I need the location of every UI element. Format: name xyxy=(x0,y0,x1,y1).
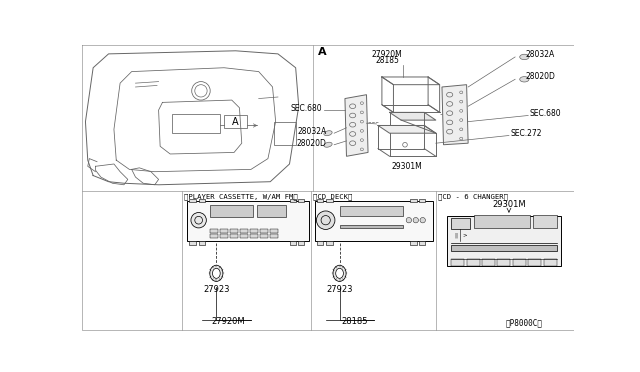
Text: 27920M: 27920M xyxy=(372,50,403,59)
Text: 28185: 28185 xyxy=(375,56,399,65)
Bar xyxy=(210,234,218,238)
Polygon shape xyxy=(390,112,436,120)
Text: ||: || xyxy=(454,232,458,238)
Bar xyxy=(497,259,511,266)
Polygon shape xyxy=(442,85,468,145)
Text: 28185: 28185 xyxy=(342,317,368,326)
Ellipse shape xyxy=(210,265,223,281)
Text: SEC.680: SEC.680 xyxy=(530,109,561,118)
Bar xyxy=(274,122,296,145)
Bar xyxy=(270,234,278,238)
Bar xyxy=(543,259,557,266)
Bar xyxy=(482,259,495,266)
Ellipse shape xyxy=(212,268,220,278)
Bar xyxy=(419,241,425,245)
Bar xyxy=(326,199,333,202)
Polygon shape xyxy=(345,95,368,156)
Bar xyxy=(410,241,417,245)
Bar xyxy=(230,229,238,232)
Text: 28032A: 28032A xyxy=(297,127,326,136)
Text: 〈CD DECK〉: 〈CD DECK〉 xyxy=(312,193,352,200)
Text: A: A xyxy=(318,46,326,57)
Bar xyxy=(260,229,268,232)
Bar xyxy=(298,199,304,202)
Circle shape xyxy=(406,218,412,223)
Polygon shape xyxy=(378,125,436,133)
Text: 28020D: 28020D xyxy=(526,73,556,81)
Bar xyxy=(533,215,557,228)
Ellipse shape xyxy=(336,268,344,278)
Bar xyxy=(451,259,464,266)
Bar xyxy=(240,229,248,232)
Text: 27920M: 27920M xyxy=(211,317,244,326)
Ellipse shape xyxy=(324,131,332,136)
Text: 〈PLAYER CASSETTE, W/AM FM〉: 〈PLAYER CASSETTE, W/AM FM〉 xyxy=(184,193,298,200)
Bar xyxy=(260,234,268,238)
Bar xyxy=(474,215,530,228)
FancyBboxPatch shape xyxy=(315,201,433,241)
Bar xyxy=(513,259,526,266)
Bar xyxy=(172,114,220,133)
Text: A: A xyxy=(232,117,239,126)
Circle shape xyxy=(316,211,335,230)
Ellipse shape xyxy=(520,77,529,82)
Text: SEC.272: SEC.272 xyxy=(511,129,542,138)
Text: 〈P8000C〉: 〈P8000C〉 xyxy=(506,318,543,327)
Bar xyxy=(189,199,196,202)
Text: 29301M: 29301M xyxy=(391,162,422,171)
Bar xyxy=(189,241,196,245)
Bar xyxy=(340,225,403,228)
Text: >: > xyxy=(463,232,467,237)
Ellipse shape xyxy=(324,142,332,147)
Bar xyxy=(419,199,425,202)
Ellipse shape xyxy=(520,54,529,60)
Bar xyxy=(198,241,205,245)
Bar xyxy=(451,245,557,251)
Text: 28020D: 28020D xyxy=(296,139,326,148)
Bar xyxy=(220,234,228,238)
Bar xyxy=(230,234,238,238)
Bar xyxy=(289,199,296,202)
Text: 29301M: 29301M xyxy=(492,199,526,209)
Bar xyxy=(210,229,218,232)
Bar xyxy=(528,259,541,266)
Text: 〈CD - 6 CHANGER〉: 〈CD - 6 CHANGER〉 xyxy=(438,193,508,200)
Text: 28032A: 28032A xyxy=(526,50,555,59)
Bar xyxy=(317,199,323,202)
Bar xyxy=(340,206,403,216)
Text: SEC.680: SEC.680 xyxy=(291,104,323,113)
Bar xyxy=(198,199,205,202)
FancyBboxPatch shape xyxy=(187,201,308,241)
Bar xyxy=(257,205,287,217)
Circle shape xyxy=(191,212,206,228)
Ellipse shape xyxy=(333,265,346,281)
Bar xyxy=(467,259,480,266)
Bar xyxy=(298,241,304,245)
Bar xyxy=(326,241,333,245)
Bar xyxy=(410,199,417,202)
Bar xyxy=(210,205,253,217)
Bar xyxy=(220,229,228,232)
FancyBboxPatch shape xyxy=(447,216,561,266)
Circle shape xyxy=(413,218,419,223)
Bar xyxy=(270,229,278,232)
Circle shape xyxy=(420,218,426,223)
Bar xyxy=(250,229,258,232)
Bar xyxy=(250,234,258,238)
Bar xyxy=(240,234,248,238)
Text: 27923: 27923 xyxy=(326,285,353,294)
Text: 27923: 27923 xyxy=(203,285,230,294)
Bar xyxy=(317,241,323,245)
Bar xyxy=(451,218,470,230)
Bar xyxy=(289,241,296,245)
Bar xyxy=(224,115,247,128)
